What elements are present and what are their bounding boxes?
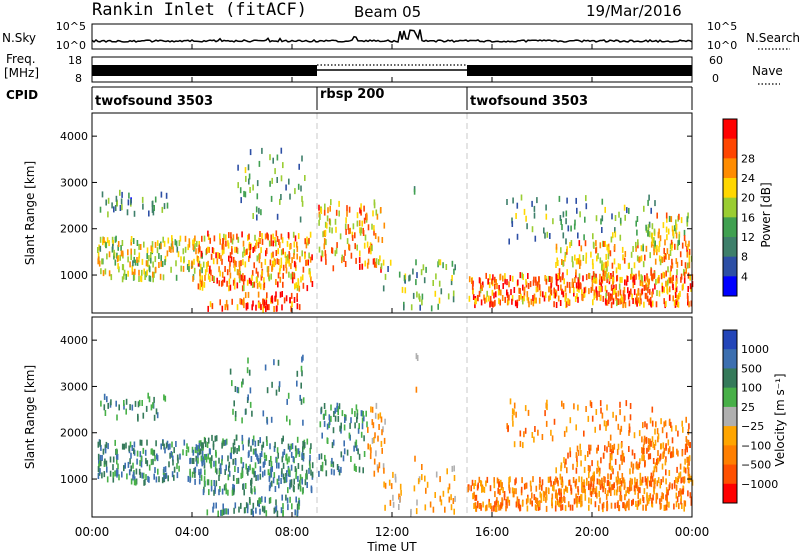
colorbar-frame [722,118,738,297]
velocity-colorbar-tick: 500 [741,362,762,375]
power-colorbar-tick: 4 [741,270,748,283]
colorbar-swatch [723,426,737,446]
sky-tick-top: 10^5 [56,20,86,33]
range-tick-label: 3000 [60,380,88,393]
freq-trace-segment-3 [467,65,692,76]
power-data [97,113,694,313]
colorbar-swatch [723,158,737,179]
freq-tick-top: 18 [68,54,82,67]
power-colorbar-tick: 20 [741,192,755,205]
time-tick-label: 04:00 [175,525,210,539]
cpid-panel: CPID twofsound 3503 rbsp 200 twofsound 3… [6,86,693,110]
power-colorbar-tick: 8 [741,251,748,264]
colorbar-swatch [723,445,737,466]
velocity-colorbar-tick: 100 [741,382,762,395]
colorbar-swatch [723,483,737,504]
cpid-segment-2-name: rbsp 200 [320,87,384,102]
power-colorbar-tick: 28 [741,152,755,165]
velocity-colorbar-tick: 25 [741,401,755,414]
time-tick-label: 20:00 [575,525,610,539]
time-axis: 00:00 04:00 08:00 12:00 16:00 20:00 00:00 [75,44,710,539]
time-tick-label: 16:00 [475,525,510,539]
sky-trace-line [91,29,693,43]
nave-label: Nave [752,64,783,78]
colorbar-swatch [723,197,737,218]
power-colorbar-label: Power [dB] [759,182,773,247]
search-tick-bottom: 10^0 [707,39,737,52]
time-axis-label: Time UT [366,540,417,554]
range-tick-label: 3000 [60,176,88,189]
velocity-ylabel: Slant Range [km] [23,365,37,469]
time-tick-label: 00:00 [675,525,710,539]
colorbar-swatch [723,464,737,485]
velocity-colorbar-tick: −25 [741,420,764,433]
power-colorbar-tick: 24 [741,172,755,185]
power-colorbar-tick: 12 [741,231,755,244]
velocity-colorbar-tick: 1000 [741,343,769,356]
colorbar-swatch [723,406,737,427]
search-label: N.Search [746,31,800,45]
range-tick-label: 1000 [60,473,88,486]
range-tick-label: 2000 [60,223,88,236]
colorbar-swatch [723,138,737,159]
freq-label-1: Freq. [6,52,36,66]
range-tick-label: 1000 [60,269,88,282]
nave-tick-top: 60 [709,54,723,67]
colorbar-swatch [723,349,737,369]
colorbar-swatch [723,276,737,297]
time-tick-label: 12:00 [375,525,410,539]
power-panel: 1000 2000 3000 4000 Slant Range [km] 4 8 12 16… [23,112,773,314]
colorbar-swatch [723,330,737,350]
cpid-label: CPID [6,88,38,102]
range-tick-label: 4000 [60,334,88,347]
sky-label: N.Sky [2,31,36,45]
sky-panel: N.Sky 10^5 10^0 10^5 10^0 N.Search [2,20,800,52]
cpid-segment-3-name: twofsound 3503 [470,94,588,109]
colorbar-swatch [723,119,737,140]
power-colorbar: 4 8 12 16 20 24 28 [722,118,755,297]
range-tick-label: 4000 [60,130,88,143]
colorbar-frame [722,329,738,504]
date-title: 19/Mar/2016 [586,2,682,20]
colorbar-swatch [723,178,737,199]
colorbar-swatch [723,237,737,258]
time-tick-label: 00:00 [75,525,110,539]
freq-tick-bottom: 8 [75,72,82,85]
colorbar-swatch [723,368,737,389]
time-tick-label: 08:00 [275,525,310,539]
freq-label-2: [MHz] [4,66,39,80]
freq-panel: Freq. [MHz] 18 8 60 0 Nave [4,52,783,85]
station-title: Rankin Inlet (fitACF) [92,0,307,20]
colorbar-swatch [723,217,737,238]
velocity-colorbar-tick: −1000 [741,478,778,491]
velocity-colorbar-tick: −500 [741,459,771,472]
velocity-colorbar-tick: −100 [741,439,771,452]
range-tick-label: 2000 [60,427,88,440]
beam-title: Beam 05 [354,3,421,21]
velocity-colorbar: 1000 500 100 25 −25 −100 −500 −1000 [722,329,778,504]
nave-tick-bottom: 0 [712,72,719,85]
freq-trace-segment-1 [92,65,317,76]
velocity-data [97,317,694,517]
power-colorbar-tick: 16 [741,211,755,224]
search-tick-top: 10^5 [707,20,737,33]
sky-tick-bottom: 10^0 [56,39,86,52]
velocity-colorbar-label: Velocity [m s⁻¹] [773,373,787,466]
cpid-segment-1-name: twofsound 3503 [95,94,213,109]
colorbar-swatch [723,387,737,408]
velocity-panel: 1000 2000 3000 4000 Slant Range [km] 1000 50… [23,316,787,518]
colorbar-swatch [723,256,737,277]
power-ylabel: Slant Range [km] [23,161,37,265]
